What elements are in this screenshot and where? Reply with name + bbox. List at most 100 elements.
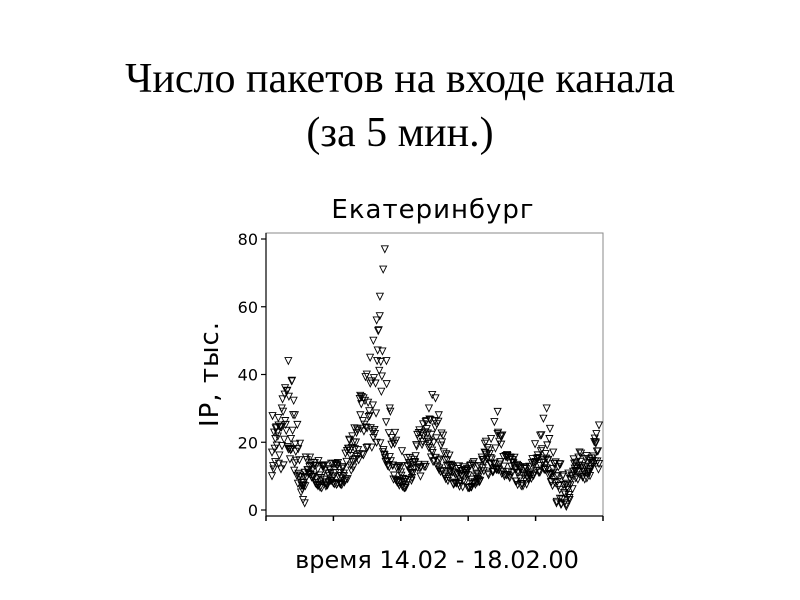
data-point <box>493 407 502 417</box>
data-point <box>352 424 362 434</box>
data-point <box>503 451 512 461</box>
data-point <box>553 472 562 481</box>
data-point <box>377 387 386 397</box>
data-point <box>422 425 431 434</box>
data-point <box>377 372 387 381</box>
data-point <box>289 396 298 406</box>
data-point <box>461 465 470 475</box>
data-point <box>339 463 348 472</box>
data-point <box>424 439 433 449</box>
data-point <box>425 415 434 424</box>
data-point <box>516 463 525 472</box>
data-point <box>274 421 283 430</box>
data-point <box>496 458 505 467</box>
data-point <box>267 448 277 457</box>
y-tick-label: 20 <box>238 433 258 452</box>
data-point <box>277 442 287 451</box>
data-point <box>421 462 430 472</box>
data-point <box>370 430 380 439</box>
y-tick-label: 80 <box>238 230 258 249</box>
data-point <box>295 456 304 465</box>
data-point <box>555 494 565 504</box>
y-axis-label: IP, тыс. <box>195 321 225 427</box>
data-point <box>565 494 574 503</box>
data-point <box>522 472 532 481</box>
data-point <box>529 471 538 481</box>
data-point <box>317 484 326 493</box>
chart-title: Екатеринбург <box>331 195 534 225</box>
data-point <box>313 482 323 491</box>
data-point <box>294 445 303 454</box>
data-point <box>582 474 591 483</box>
data-point <box>353 446 363 455</box>
y-axis-ticks: 0 20 40 60 80 <box>238 230 266 520</box>
data-point <box>312 475 322 484</box>
data-point <box>285 455 295 464</box>
data-point <box>333 462 342 471</box>
data-point <box>408 468 418 478</box>
data-point <box>347 443 356 453</box>
data-point <box>358 450 367 459</box>
data-point <box>294 473 304 482</box>
data-point <box>486 435 496 444</box>
data-point <box>300 499 309 508</box>
data-point <box>280 384 290 393</box>
data-point <box>433 456 443 465</box>
data-point <box>361 423 371 432</box>
data-point <box>417 440 427 450</box>
slide-title: Число пакетов на входе канала (за 5 мин.… <box>0 52 800 160</box>
data-point <box>376 357 385 367</box>
data-point <box>538 458 548 468</box>
data-point <box>562 502 571 512</box>
data-point <box>437 429 446 438</box>
data-point <box>576 449 586 458</box>
data-point <box>375 312 384 321</box>
data-point <box>371 379 380 388</box>
data-point <box>371 409 381 418</box>
data-point <box>370 425 379 435</box>
data-point <box>563 483 572 492</box>
data-point <box>432 434 441 443</box>
data-point <box>556 460 565 469</box>
data-point <box>585 471 595 481</box>
data-point <box>437 438 447 447</box>
data-point <box>368 401 378 410</box>
data-point <box>273 432 282 441</box>
data-point <box>375 366 384 376</box>
data-point <box>566 481 575 490</box>
data-point <box>280 435 289 444</box>
data-point <box>533 451 542 460</box>
y-tick-label: 60 <box>238 298 258 317</box>
data-point <box>480 458 489 467</box>
data-point <box>385 453 394 462</box>
data-point <box>275 451 284 460</box>
data-point <box>542 464 551 473</box>
data-point <box>291 440 300 449</box>
data-point <box>552 499 561 508</box>
data-point <box>328 474 337 483</box>
y-tick-label: 40 <box>238 366 258 385</box>
data-point <box>439 448 448 457</box>
data-point <box>496 431 506 440</box>
data-point <box>302 473 311 483</box>
data-point <box>272 441 281 450</box>
data-point <box>434 411 443 420</box>
data-point <box>560 498 569 508</box>
data-point <box>349 463 358 472</box>
data-point <box>529 458 538 467</box>
data-point <box>576 457 585 467</box>
data-point <box>504 467 513 477</box>
data-point <box>413 430 422 440</box>
data-point <box>571 458 581 467</box>
data-point <box>367 443 376 452</box>
data-point <box>499 462 509 471</box>
data-point <box>412 442 421 451</box>
data-point <box>392 436 401 445</box>
data-point <box>586 465 595 474</box>
data-point <box>417 429 426 438</box>
data-point <box>439 431 448 440</box>
data-point <box>267 472 277 481</box>
data-point <box>421 418 430 427</box>
data-point <box>428 448 437 458</box>
